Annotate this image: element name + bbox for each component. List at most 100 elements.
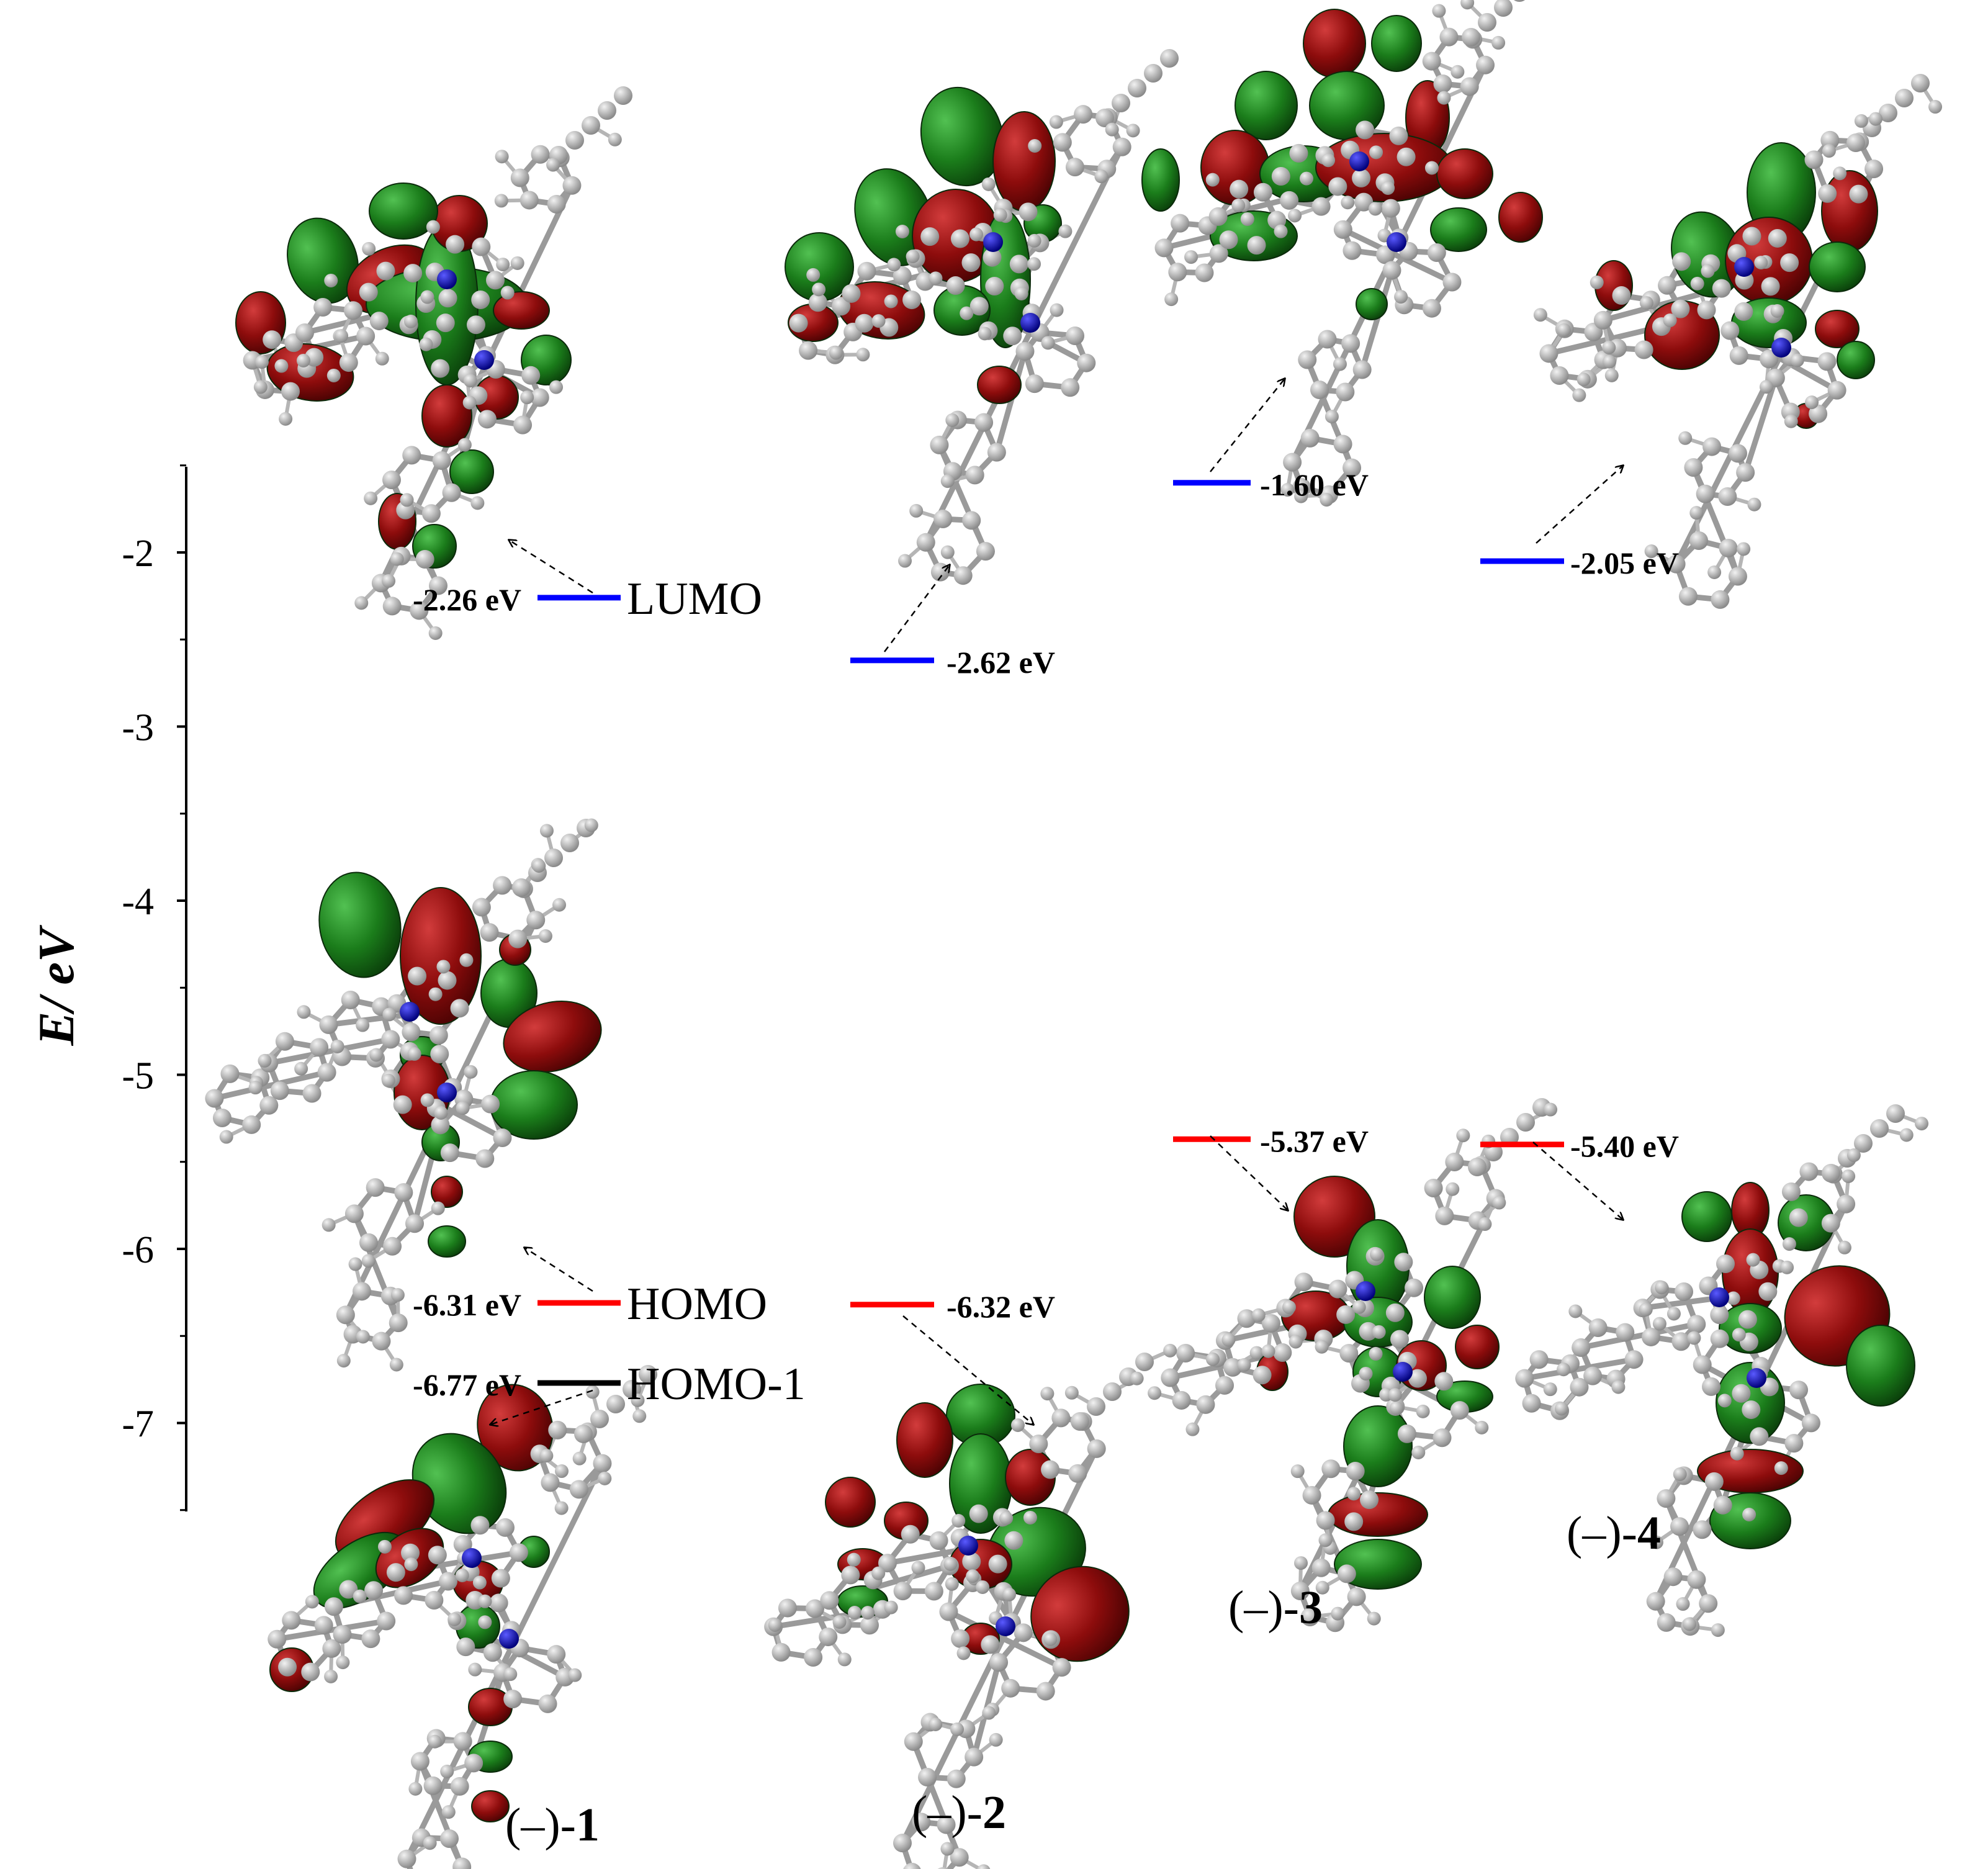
carbon-atom bbox=[974, 413, 994, 432]
hydrogen-atom bbox=[420, 290, 434, 304]
carbon-atom bbox=[778, 1598, 797, 1618]
energy-axis: -2 -3 -4 -5 -6 -7 E/ eV bbox=[28, 464, 187, 1511]
hydrogen-atom bbox=[1331, 1606, 1345, 1621]
carbon-atom bbox=[1300, 1607, 1320, 1626]
carbon-atom bbox=[1408, 1369, 1427, 1388]
carbon-atom bbox=[341, 990, 360, 1009]
hydrogen-atom bbox=[1367, 1611, 1381, 1626]
orbital-lobe-positive bbox=[1356, 288, 1388, 320]
orbital-lobe-negative bbox=[825, 1477, 876, 1528]
hydrogen-atom bbox=[434, 1106, 448, 1120]
hydrogen-atom bbox=[969, 227, 984, 241]
carbon-atom bbox=[1529, 1350, 1549, 1369]
carbon-atom bbox=[920, 227, 940, 246]
bond bbox=[994, 348, 1028, 456]
carbon-atom bbox=[1302, 1485, 1321, 1505]
bond bbox=[936, 442, 989, 554]
orbital-lobe-negative bbox=[1821, 170, 1878, 252]
carbon-atom bbox=[1736, 463, 1755, 482]
carbon-atom bbox=[1343, 458, 1362, 477]
compound-name-3: (–)-3 bbox=[1228, 1582, 1323, 1634]
nitrogen-atom bbox=[437, 269, 457, 289]
hydrogen-atom bbox=[362, 241, 376, 256]
carbon-atom bbox=[510, 168, 529, 187]
hydrogen-atom bbox=[1002, 1587, 1017, 1601]
orbital-lobe-positive bbox=[369, 182, 438, 240]
carbon-atom bbox=[1886, 1104, 1905, 1123]
hydrogen-atom bbox=[1043, 1632, 1058, 1646]
orbital-lobe-positive bbox=[449, 449, 494, 494]
compound-name-number: 1 bbox=[576, 1799, 600, 1851]
hydrogen-atom bbox=[539, 1449, 554, 1463]
hydrogen-atom bbox=[977, 1864, 991, 1869]
carbon-atom bbox=[314, 1616, 333, 1635]
carbon-atom bbox=[893, 1582, 912, 1601]
carbon-atom bbox=[1697, 300, 1716, 320]
carbon-atom bbox=[614, 86, 632, 105]
carbon-atom bbox=[270, 1081, 289, 1101]
molecule-orbital-image bbox=[785, 49, 1179, 585]
hydrogen-atom bbox=[1822, 144, 1836, 158]
carbon-atom bbox=[1822, 1164, 1840, 1182]
hydrogen-atom bbox=[1130, 1371, 1144, 1385]
hydrogen-atom bbox=[1915, 1117, 1929, 1131]
carbon-atom bbox=[1716, 1254, 1735, 1273]
carbon-atom bbox=[1729, 346, 1748, 365]
carbon-atom bbox=[1713, 1495, 1732, 1515]
nitrogen-atom bbox=[1709, 1287, 1729, 1307]
carbon-atom bbox=[495, 1518, 515, 1537]
carbon-atom bbox=[1052, 1658, 1071, 1677]
carbon-atom bbox=[1442, 272, 1462, 292]
hydrogen-atom bbox=[390, 1288, 405, 1302]
hydrogen-atom bbox=[911, 1561, 925, 1575]
hydrogen-atom bbox=[1833, 166, 1847, 181]
carbon-atom bbox=[1678, 587, 1698, 606]
hydrogen-atom bbox=[448, 1612, 462, 1626]
hydrogen-atom bbox=[832, 1615, 847, 1629]
hydrogen-atom bbox=[837, 1652, 852, 1667]
carbon-atom bbox=[916, 533, 935, 552]
carbon-atom bbox=[440, 1829, 459, 1849]
carbon-atom bbox=[394, 1586, 413, 1605]
orbital-lobe-negative bbox=[1436, 148, 1493, 199]
carbon-atom bbox=[1820, 130, 1840, 150]
bond bbox=[911, 1739, 963, 1860]
carbon-atom bbox=[930, 435, 949, 454]
nitrogen-atom bbox=[1020, 313, 1040, 333]
molecule-orbital-image bbox=[1515, 1104, 1929, 1637]
hydrogen-atom bbox=[1568, 1304, 1583, 1318]
hydrogen-atom bbox=[1460, 0, 1475, 10]
carbon-atom bbox=[1280, 191, 1299, 210]
hydrogen-atom bbox=[1639, 296, 1653, 310]
carbon-atom bbox=[1450, 1401, 1469, 1420]
carbon-atom bbox=[893, 1834, 912, 1853]
nitrogen-atom bbox=[996, 1616, 1015, 1636]
hydrogen-atom bbox=[459, 953, 474, 967]
carbon-atom bbox=[962, 511, 981, 530]
hydrogen-atom bbox=[253, 380, 268, 394]
carbon-atom bbox=[408, 966, 427, 986]
carbon-atom bbox=[1009, 254, 1028, 274]
hydrogen-atom bbox=[1611, 1380, 1626, 1394]
carbon-atom bbox=[1343, 241, 1362, 260]
hydrogen-atom bbox=[1854, 114, 1868, 128]
hydrogen-atom bbox=[1164, 292, 1179, 307]
carbon-atom bbox=[1784, 1434, 1804, 1453]
hydrogen-atom bbox=[1206, 1352, 1220, 1366]
tick-label: -6 bbox=[122, 1229, 154, 1271]
carbon-atom bbox=[1346, 1462, 1365, 1481]
carbon-atom bbox=[472, 898, 491, 917]
hydrogen-atom bbox=[978, 327, 992, 341]
carbon-atom bbox=[428, 1546, 447, 1565]
carbon-atom bbox=[1025, 374, 1044, 394]
carbon-atom bbox=[319, 1015, 338, 1034]
carbon-atom bbox=[983, 248, 1002, 267]
carbon-atom bbox=[893, 266, 912, 286]
carbon-atom bbox=[220, 1064, 240, 1083]
orbital-lobe-positive bbox=[318, 871, 402, 978]
hydrogen-atom bbox=[632, 1409, 647, 1423]
orbital-arrow bbox=[902, 1315, 1033, 1425]
carbon-atom bbox=[1704, 1472, 1724, 1491]
carbon-atom bbox=[1821, 1214, 1840, 1233]
carbon-atom bbox=[1004, 1531, 1023, 1550]
